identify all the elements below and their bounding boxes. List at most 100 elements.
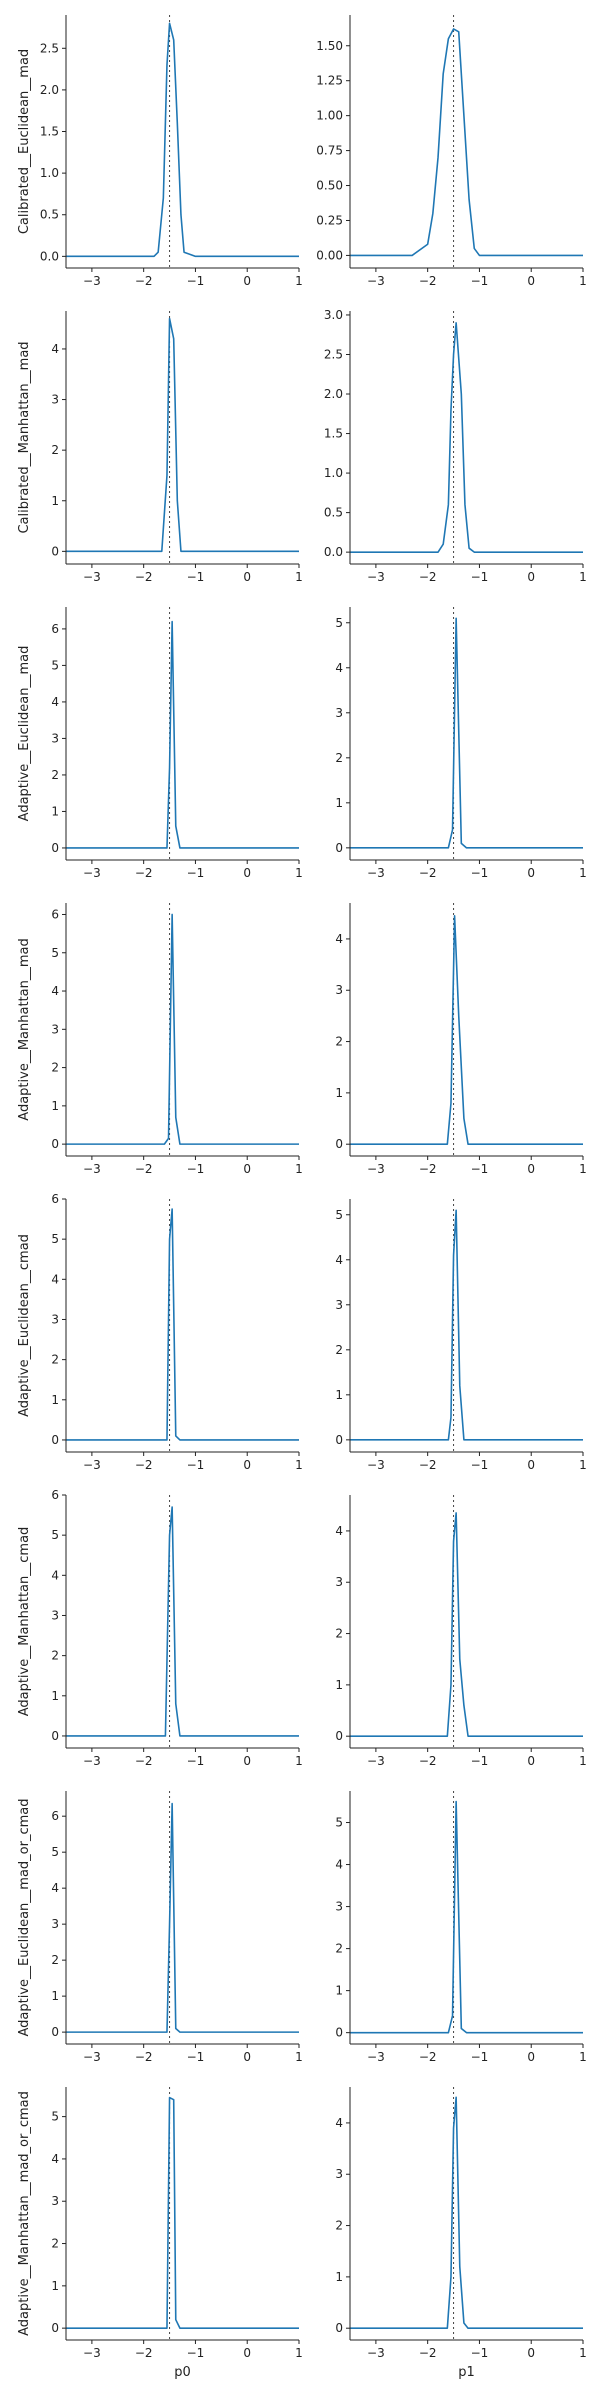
x-tick-label: 1 <box>295 1754 303 1768</box>
x-tick-label: −1 <box>187 1458 205 1472</box>
x-tick-label: 1 <box>579 866 587 880</box>
x-tick-label: 1 <box>579 1162 587 1176</box>
x-tick-label: −1 <box>471 570 489 584</box>
x-tick-label: −1 <box>187 274 205 288</box>
y-tick-label: 4 <box>51 2152 59 2166</box>
x-tick-label: −2 <box>419 1162 437 1176</box>
y-tick-label: 5 <box>51 1232 59 1246</box>
density-line <box>350 2096 583 2329</box>
y-tick-label: 0.75 <box>316 144 343 158</box>
y-tick-label: 4 <box>335 1858 343 1872</box>
row-ylabel: Adaptive__Euclidean__cmad <box>17 1234 32 1417</box>
y-tick-label: 6 <box>51 1192 59 1206</box>
y-tick-label: 3 <box>51 2194 59 2208</box>
x-tick-label: −1 <box>471 1162 489 1176</box>
x-tick-label: −1 <box>187 866 205 880</box>
density-line <box>350 617 583 849</box>
y-tick-label: 2 <box>51 1953 59 1967</box>
x-tick-label: −3 <box>367 1458 385 1472</box>
y-tick-label: 3 <box>335 1298 343 1312</box>
x-tick-label: −2 <box>135 2050 153 2064</box>
x-tick-label: 0 <box>243 2346 251 2360</box>
y-tick-label: 3 <box>335 2167 343 2181</box>
y-tick-label: 1 <box>335 2270 343 2284</box>
x-tick-label: −3 <box>83 1162 101 1176</box>
y-tick-label: 5 <box>51 1528 59 1542</box>
y-tick-label: 1 <box>335 1678 343 1692</box>
x-tick-label: 0 <box>243 866 251 880</box>
x-tick-label: −2 <box>419 866 437 880</box>
x-tick-label: −3 <box>367 1754 385 1768</box>
x-tick-label: −1 <box>187 1162 205 1176</box>
y-tick-label: 1.00 <box>316 109 343 123</box>
y-tick-label: 5 <box>51 946 59 960</box>
row-1: Calibrated__Euclidean__mad −3 −2 −1 0 1 0.0 0.5… <box>17 15 587 288</box>
row-ylabel: Adaptive__Manhattan__cmad <box>17 1527 32 1717</box>
x-tick-label: 0 <box>243 1458 251 1472</box>
y-tick-label: 1 <box>335 1388 343 1402</box>
x-tick-label: 0 <box>527 1458 535 1472</box>
y-tick-label: 1.5 <box>40 125 59 139</box>
panel-6-2: −3 −2 −1 0 1 0 1 2 3 4 <box>335 1495 587 1768</box>
density-line <box>350 1209 583 1441</box>
y-tick-label: 1 <box>51 1099 59 1113</box>
x-tick-label: 0 <box>527 2346 535 2360</box>
y-tick-label: 2 <box>51 768 59 782</box>
y-tick-label: 0.00 <box>316 248 343 262</box>
y-tick-label: 2 <box>335 1627 343 1641</box>
y-tick-label: 0.0 <box>324 545 343 559</box>
y-tick-label: 3 <box>51 731 59 745</box>
x-tick-label: −3 <box>367 866 385 880</box>
y-tick-label: 0.25 <box>316 213 343 227</box>
y-tick-label: 0.0 <box>40 249 59 263</box>
x-tick-label: −3 <box>367 274 385 288</box>
y-tick-label: 0 <box>335 1729 343 1743</box>
y-tick-label: 4 <box>51 1881 59 1895</box>
x-tick-label: −3 <box>83 2346 101 2360</box>
y-tick-label: 2.0 <box>324 387 343 401</box>
y-tick-label: 3 <box>335 706 343 720</box>
x-tick-label: 1 <box>579 570 587 584</box>
x-tick-label: −2 <box>135 1754 153 1768</box>
panel-5-2: −3 −2 −1 0 1 0 1 2 3 4 5 <box>335 1199 587 1472</box>
x-tick-label: −1 <box>471 2346 489 2360</box>
x-tick-label: 0 <box>527 570 535 584</box>
x-tick-label: 1 <box>295 570 303 584</box>
y-tick-label: 2 <box>335 1035 343 1049</box>
y-tick-label: 3 <box>51 1312 59 1326</box>
density-line <box>350 1800 583 2034</box>
density-line <box>350 1512 583 1737</box>
y-tick-label: 4 <box>51 695 59 709</box>
density-line <box>350 322 583 553</box>
x-tick-label: 1 <box>579 1458 587 1472</box>
x-tick-label: 1 <box>579 2346 587 2360</box>
y-tick-label: 4 <box>51 342 59 356</box>
x-tick-label: −2 <box>135 2346 153 2360</box>
y-tick-label: 5 <box>335 1208 343 1222</box>
y-tick-label: 1.5 <box>324 427 343 441</box>
x-tick-label: 1 <box>579 2050 587 2064</box>
x-tick-label: −1 <box>471 1754 489 1768</box>
panel-4-2: −3 −2 −1 0 1 0 1 2 3 4 <box>335 903 587 1176</box>
density-line <box>66 620 299 849</box>
y-tick-label: 4 <box>335 661 343 675</box>
row-5: Adaptive__Euclidean__cmad −3 −2 −1 0 1 0 1 2 3 4 5 6… <box>17 1192 587 1472</box>
x-tick-label: −1 <box>187 1754 205 1768</box>
y-tick-label: 2 <box>51 1353 59 1367</box>
y-tick-label: 2 <box>51 443 59 457</box>
y-tick-label: 2 <box>335 751 343 765</box>
y-tick-label: 3.0 <box>324 308 343 322</box>
y-tick-label: 3 <box>51 1022 59 1036</box>
panel-3-2: −3 −2 −1 0 1 0 1 2 3 4 5 <box>335 607 587 880</box>
density-line <box>350 915 583 1145</box>
row-ylabel: Adaptive__Euclidean__mad <box>17 646 32 822</box>
x-tick-label: −3 <box>367 2346 385 2360</box>
y-tick-label: 1 <box>335 796 343 810</box>
x-tick-label: −3 <box>83 1754 101 1768</box>
column-xlabel-p1: p1 <box>458 2365 475 2380</box>
panel-3-1: −3 −2 −1 0 1 0 1 2 3 4 5 6 <box>51 607 303 880</box>
y-tick-label: 2.5 <box>40 41 59 55</box>
x-tick-label: −1 <box>187 570 205 584</box>
panel-8-1: −3 −2 −1 0 1 0 1 2 3 4 5 <box>51 2087 303 2360</box>
y-tick-label: 1 <box>51 1689 59 1703</box>
